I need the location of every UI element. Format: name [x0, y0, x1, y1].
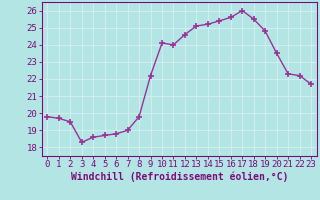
- X-axis label: Windchill (Refroidissement éolien,°C): Windchill (Refroidissement éolien,°C): [70, 172, 288, 182]
